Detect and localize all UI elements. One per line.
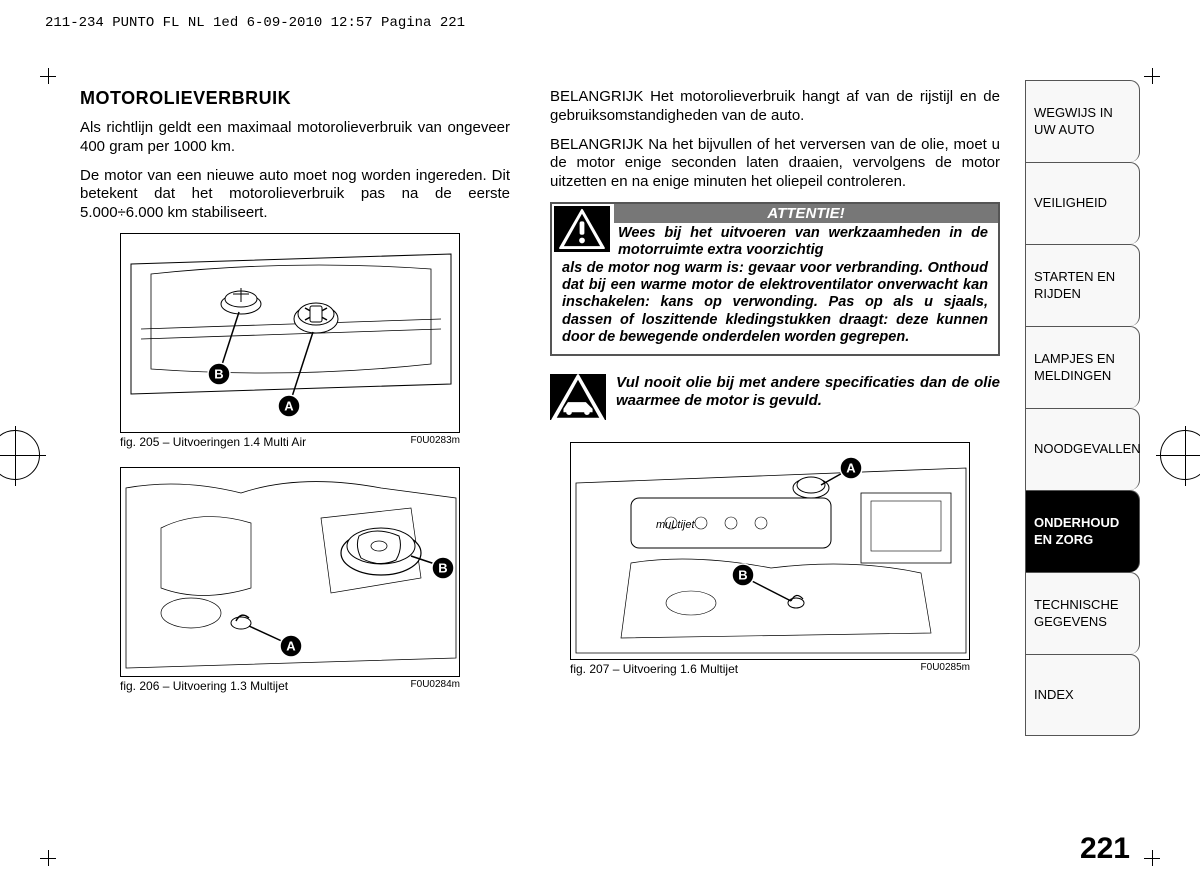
caption-text: fig. 207 – Uitvoering 1.6 Multijet xyxy=(570,662,738,676)
figure-code: F0U0283m xyxy=(411,435,460,449)
warning-text: als de motor nog warm is: gevaar voor ve… xyxy=(562,260,988,346)
page-number: 221 xyxy=(1080,832,1130,866)
car-warning-icon xyxy=(550,374,606,420)
figure-207: muLtijet A xyxy=(570,442,970,660)
tab-starten[interactable]: STARTEN EN RIJDEN xyxy=(1025,244,1140,326)
registration-mark xyxy=(0,430,40,480)
figure-caption: fig. 207 – Uitvoering 1.6 Multijet F0U02… xyxy=(570,662,970,676)
svg-text:A: A xyxy=(284,398,294,413)
crop-mark xyxy=(1144,850,1160,866)
warning-icon xyxy=(554,206,610,252)
paragraph: BELANGRIJK Het motorolieverbruik hangt a… xyxy=(550,88,1000,126)
figure-caption: fig. 206 – Uitvoering 1.3 Multijet F0U02… xyxy=(120,679,460,693)
paragraph: De motor van een nieuwe auto moet nog wo… xyxy=(80,167,510,223)
caption-text: fig. 205 – Uitvoeringen 1.4 Multi Air xyxy=(120,435,306,449)
warning-body: Wees bij het uitvoeren van werkzaamheden… xyxy=(552,223,998,355)
registration-mark xyxy=(1160,430,1200,480)
warning-box: ATTENTIE! Wees bij het uitvoeren van wer… xyxy=(550,202,1000,357)
tab-lampjes[interactable]: LAMPJES EN MELDINGEN xyxy=(1025,326,1140,408)
right-column: BELANGRIJK Het motorolieverbruik hangt a… xyxy=(550,88,1000,676)
figure-code: F0U0284m xyxy=(411,679,460,693)
tab-technische[interactable]: TECHNISCHE GEGEVENS xyxy=(1025,572,1140,654)
svg-text:muLtijet: muLtijet xyxy=(656,519,695,531)
warning-text: Wees bij het uitvoeren van werkzaamheden… xyxy=(618,225,988,260)
tab-veiligheid[interactable]: VEILIGHEID xyxy=(1025,162,1140,244)
svg-text:B: B xyxy=(738,568,747,583)
warning-header: ATTENTIE! xyxy=(614,204,998,223)
svg-text:A: A xyxy=(286,638,296,653)
left-column: MOTOROLIEVERBRUIK Als richtlijn geldt ee… xyxy=(80,88,510,693)
figure-caption: fig. 205 – Uitvoeringen 1.4 Multi Air F0… xyxy=(120,435,460,449)
crop-mark xyxy=(40,850,56,866)
paragraph: Als richtlijn geldt een maximaal motorol… xyxy=(80,119,510,157)
figure-206: A B xyxy=(120,467,460,677)
crop-mark xyxy=(40,68,56,84)
tab-index[interactable]: INDEX xyxy=(1025,654,1140,736)
crop-mark xyxy=(1144,68,1160,84)
warning-text: Vul nooit olie bij met andere specificat… xyxy=(616,374,1000,410)
page-content: MOTOROLIEVERBRUIK Als richtlijn geldt ee… xyxy=(60,80,1140,860)
figure-205: B A xyxy=(120,233,460,433)
svg-text:B: B xyxy=(214,366,223,381)
print-header: 211-234 PUNTO FL NL 1ed 6-09-2010 12:57 … xyxy=(45,15,465,31)
tab-onderhoud[interactable]: ONDERHOUD EN ZORG xyxy=(1025,490,1140,572)
figure-code: F0U0285m xyxy=(921,662,970,676)
section-tabs: WEGWIJS IN UW AUTO VEILIGHEID STARTEN EN… xyxy=(1025,80,1140,736)
svg-text:B: B xyxy=(438,560,447,575)
warning-inline: Vul nooit olie bij met andere specificat… xyxy=(550,374,1000,420)
tab-wegwijs[interactable]: WEGWIJS IN UW AUTO xyxy=(1025,80,1140,162)
caption-text: fig. 206 – Uitvoering 1.3 Multijet xyxy=(120,679,288,693)
tab-noodgevallen[interactable]: NOODGEVALLEN xyxy=(1025,408,1140,490)
svg-text:A: A xyxy=(846,461,856,476)
section-title: MOTOROLIEVERBRUIK xyxy=(80,88,510,109)
paragraph: BELANGRIJK Na het bijvullen of het verve… xyxy=(550,136,1000,192)
